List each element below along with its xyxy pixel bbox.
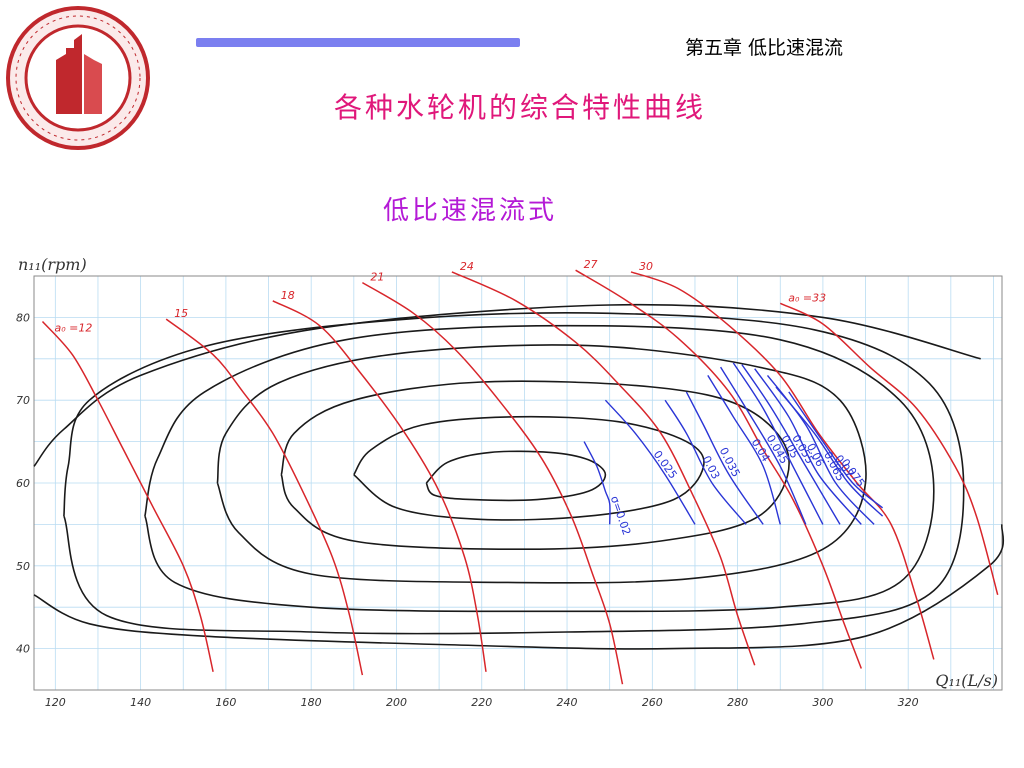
y-tick-label: 40 xyxy=(16,643,30,656)
y-tick-labels: 40 50 60 70 80 xyxy=(16,311,30,655)
opening-label: 15 xyxy=(174,307,188,320)
cavitation-line xyxy=(707,375,781,525)
efficiency-contour xyxy=(353,415,705,521)
efficiency-contour xyxy=(33,303,981,467)
efficiency-contour xyxy=(216,344,867,584)
y-tick-label: 70 xyxy=(16,394,30,407)
cavitation-label: 0.025 xyxy=(651,448,680,481)
x-tick-label: 140 xyxy=(130,696,151,709)
x-tick-label: 320 xyxy=(898,696,919,709)
opening-line xyxy=(165,318,364,676)
efficiency-contour xyxy=(144,324,935,613)
opening-label: 30 xyxy=(639,260,653,273)
university-seal-logo xyxy=(6,6,150,150)
y-axis-title: n₁₁(rpm) xyxy=(18,255,87,274)
x-tick-label: 280 xyxy=(727,696,748,709)
opening-line xyxy=(575,269,862,669)
x-tick-label: 120 xyxy=(45,696,66,709)
cavitation-line xyxy=(775,386,884,517)
cavitation-line xyxy=(741,364,841,525)
opening-label: 18 xyxy=(281,289,295,302)
opening-label: 27 xyxy=(584,258,598,271)
x-tick-label: 260 xyxy=(642,696,663,709)
y-tick-label: 50 xyxy=(16,560,30,573)
cavitation-line xyxy=(754,368,862,525)
cavitation-line xyxy=(604,399,696,525)
opening-line xyxy=(451,271,756,666)
chapter-title: 第五章 低比速混流 xyxy=(685,37,844,59)
cavitation-line xyxy=(788,391,884,509)
x-tick-labels: 120 140 160 180 200 220 240 260 280 300 320 xyxy=(45,696,919,709)
y-tick-label: 60 xyxy=(16,477,30,490)
opening-line xyxy=(779,302,999,595)
x-tick-label: 220 xyxy=(471,696,492,709)
opening-line xyxy=(272,300,487,672)
header-accent-bar xyxy=(196,38,520,47)
cavitation-line xyxy=(583,441,611,525)
cavitation-line xyxy=(685,391,764,525)
opening-label: a₀ =12 xyxy=(55,322,93,335)
x-tick-label: 300 xyxy=(812,696,833,709)
plot-frame xyxy=(33,275,1003,691)
page-subtitle: 低比速混流式 xyxy=(382,196,557,226)
efficiency-contour xyxy=(33,524,1005,650)
x-tick-label: 200 xyxy=(386,696,407,709)
cavitation-line xyxy=(664,399,747,525)
efficiency-contour xyxy=(63,312,965,635)
cavitation-line xyxy=(732,362,824,525)
opening-line xyxy=(362,281,624,685)
y-tick-label: 80 xyxy=(16,311,30,324)
opening-line xyxy=(630,271,935,660)
x-axis-title: Q₁₁(L/s) xyxy=(935,671,998,690)
cavitation-label: σ=0.02 xyxy=(608,494,633,537)
opening-lines: a₀ =12 15 18 21 24 27 30 a₀ =33 xyxy=(41,258,999,685)
opening-label: 24 xyxy=(460,260,474,273)
page-title: 各种水轮机的综合特性曲线 xyxy=(333,91,706,124)
x-tick-label: 160 xyxy=(215,696,236,709)
efficiency-contour xyxy=(425,450,607,502)
opening-label: 21 xyxy=(370,271,384,284)
cavitation-line xyxy=(720,366,807,525)
hill-chart: 120 140 160 180 200 220 240 260 280 300 320 40 50 60… xyxy=(16,255,1005,709)
x-tick-label: 180 xyxy=(301,696,322,709)
opening-label: a₀ =33 xyxy=(788,291,826,304)
opening-line xyxy=(41,321,214,672)
x-tick-label: 240 xyxy=(557,696,578,709)
